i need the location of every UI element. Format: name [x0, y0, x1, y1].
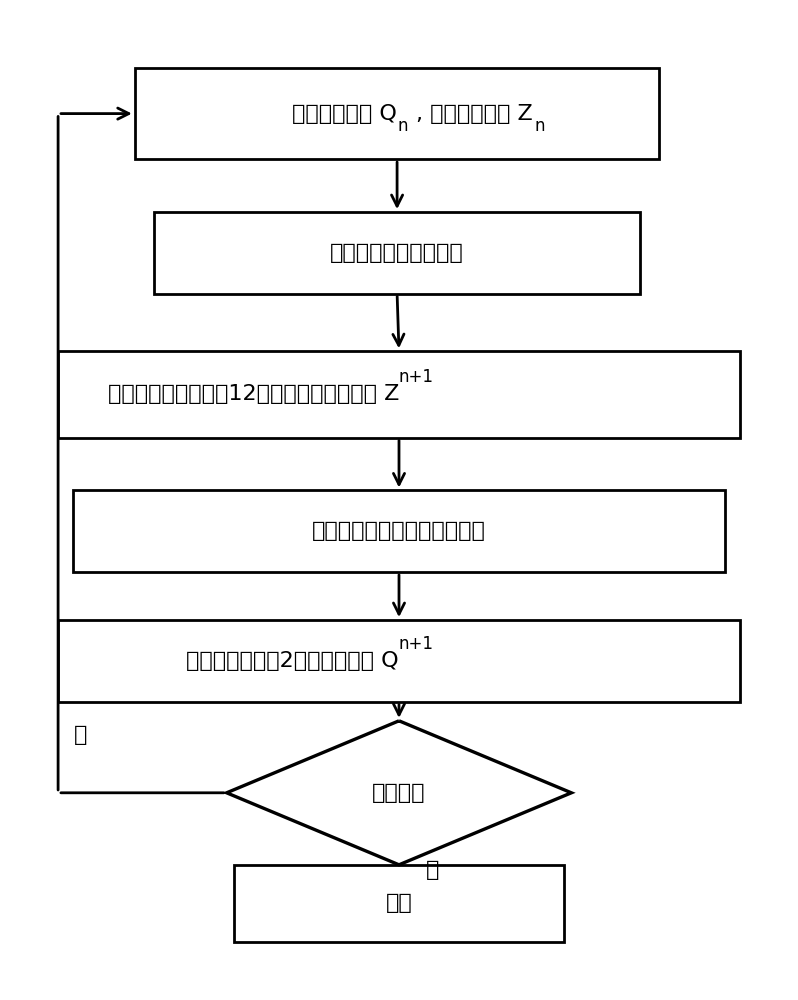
Text: 进行网格变形，调整流体网格: 进行网格变形，调整流体网格 — [312, 521, 486, 541]
Text: 计算结构表面的气动力: 计算结构表面的气动力 — [330, 243, 464, 263]
Text: 结束: 结束 — [385, 893, 413, 913]
Text: 否: 否 — [73, 725, 87, 745]
Text: 初始化流场为 Q: 初始化流场为 Q — [292, 104, 397, 124]
FancyBboxPatch shape — [58, 620, 740, 702]
FancyBboxPatch shape — [58, 351, 740, 438]
Text: 是: 是 — [426, 860, 439, 880]
Text: n+1: n+1 — [399, 368, 434, 386]
FancyBboxPatch shape — [235, 865, 563, 942]
Text: 最大步数: 最大步数 — [372, 783, 426, 803]
Text: n: n — [535, 117, 546, 135]
Text: n+1: n+1 — [399, 635, 434, 653]
Text: 求解结构动力方程（12），得到表面变形量 Z: 求解结构动力方程（12），得到表面变形量 Z — [108, 384, 399, 404]
Text: 求解流体方程（2），迭代得到 Q: 求解流体方程（2），迭代得到 Q — [187, 651, 399, 671]
FancyBboxPatch shape — [73, 490, 725, 572]
FancyBboxPatch shape — [135, 68, 659, 159]
Text: , 结构变形场为 Z: , 结构变形场为 Z — [417, 104, 533, 124]
Text: n: n — [397, 117, 408, 135]
FancyBboxPatch shape — [154, 212, 640, 294]
